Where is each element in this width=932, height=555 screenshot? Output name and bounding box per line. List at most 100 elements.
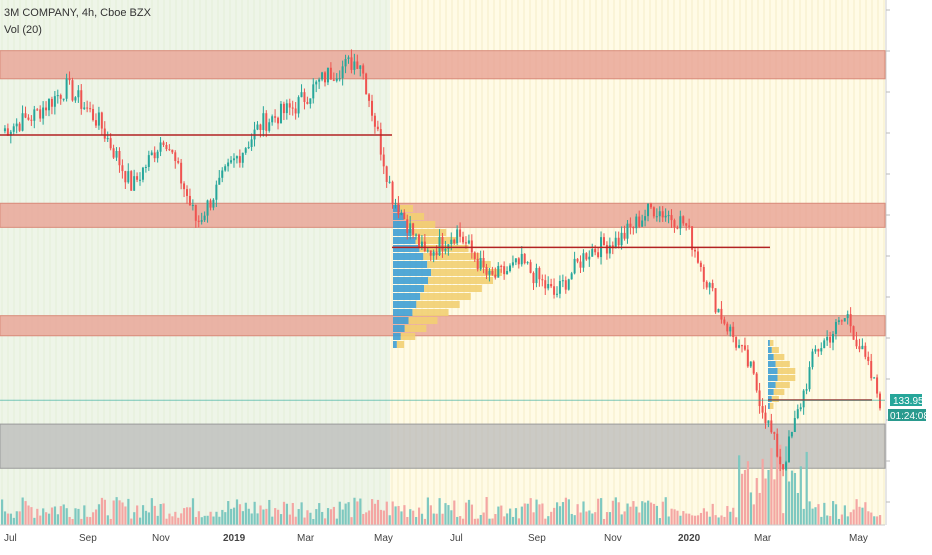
volume-bar xyxy=(394,506,397,525)
candle xyxy=(470,240,473,253)
candle xyxy=(834,321,837,334)
candle xyxy=(368,94,371,101)
candle xyxy=(382,154,385,167)
candle xyxy=(485,267,488,275)
volume-bar xyxy=(153,505,156,525)
x-tick-label: 2019 xyxy=(223,533,246,544)
volume-bar xyxy=(541,503,544,525)
volume-bar xyxy=(56,514,59,525)
countdown-tag: 01:24:08 xyxy=(888,409,929,422)
volume-bar xyxy=(852,509,855,525)
volume-profile-bar xyxy=(393,301,417,308)
volume-bar xyxy=(814,507,817,525)
volume-bar xyxy=(752,504,755,525)
volume-profile-bar xyxy=(408,317,438,324)
candle xyxy=(676,227,679,229)
volume-profile-bar xyxy=(393,229,412,236)
volume-bar xyxy=(464,502,468,525)
volume-bar xyxy=(670,508,673,525)
volume-bar xyxy=(206,515,209,525)
volume-indicator-label: Vol (20) xyxy=(4,24,42,36)
candle xyxy=(532,272,535,284)
candle xyxy=(503,266,506,275)
volume-bar xyxy=(165,518,168,525)
zone-layer xyxy=(0,50,886,469)
volume-bar xyxy=(717,517,720,525)
candle xyxy=(447,244,450,249)
volume-bar xyxy=(770,448,773,525)
level-layer xyxy=(0,134,885,401)
candle xyxy=(511,262,514,266)
candle xyxy=(632,226,635,229)
candle xyxy=(879,393,881,409)
volume-bar xyxy=(779,444,782,525)
volume-bar xyxy=(447,505,450,525)
candle xyxy=(203,215,206,221)
volume-bar xyxy=(488,518,491,525)
volume-bar xyxy=(277,509,280,525)
volume-bar xyxy=(787,481,791,525)
candle xyxy=(494,274,497,278)
volume-bar xyxy=(144,510,148,525)
volume-bar xyxy=(18,511,21,525)
volume-bar xyxy=(708,516,711,525)
candle xyxy=(165,144,168,150)
candle xyxy=(685,223,688,226)
candle xyxy=(435,251,438,256)
volume-profile-bar xyxy=(423,253,480,260)
volume-bar xyxy=(197,511,200,525)
volume-bar xyxy=(462,518,465,525)
candle xyxy=(820,348,823,352)
candle xyxy=(124,171,127,183)
candle xyxy=(688,225,691,227)
volume-bar xyxy=(506,513,509,525)
volume-bar xyxy=(12,517,15,525)
candle xyxy=(817,349,820,352)
candle xyxy=(726,323,729,332)
candle xyxy=(106,138,109,140)
volume-bar xyxy=(47,513,51,525)
volume-bar xyxy=(441,513,444,525)
volume-profile-bar xyxy=(411,229,447,236)
candle xyxy=(582,253,585,268)
candle xyxy=(130,171,133,191)
volume-profile-bar xyxy=(769,340,774,346)
volume-bar xyxy=(858,506,861,525)
volume-bar xyxy=(649,502,653,525)
volume-bar xyxy=(694,515,697,525)
volume-bar xyxy=(83,505,86,525)
candle xyxy=(153,152,156,159)
candle xyxy=(359,65,362,69)
candle xyxy=(315,81,318,85)
volume-bar xyxy=(42,508,45,525)
volume-bar xyxy=(244,502,247,525)
volume-bar xyxy=(33,517,36,525)
candle xyxy=(729,326,732,332)
volume-bar xyxy=(268,499,271,525)
volume-bar xyxy=(429,505,432,525)
candle xyxy=(394,203,397,205)
volume-bar xyxy=(344,503,347,525)
candle xyxy=(696,251,699,263)
volume-bar xyxy=(382,510,385,525)
volume-bar xyxy=(156,515,159,525)
candle xyxy=(811,351,814,368)
volume-bar xyxy=(553,507,556,525)
candle xyxy=(743,345,746,350)
candle xyxy=(764,412,767,424)
volume-bar xyxy=(39,515,42,525)
candle xyxy=(285,103,288,114)
candle xyxy=(770,420,773,433)
candle xyxy=(740,345,743,347)
volume-profile-bar xyxy=(393,277,428,284)
candle xyxy=(83,107,86,109)
candle xyxy=(826,336,829,341)
volume-bar xyxy=(555,502,559,525)
volume-bar xyxy=(738,455,741,525)
volume-bar xyxy=(573,515,576,525)
candle xyxy=(802,390,805,408)
volume-bar xyxy=(550,511,553,525)
volume-bar xyxy=(758,492,761,525)
